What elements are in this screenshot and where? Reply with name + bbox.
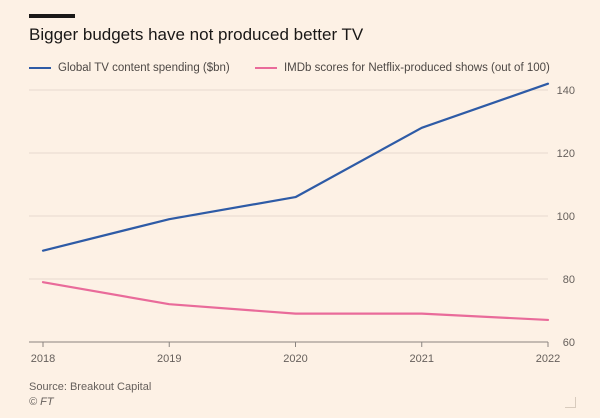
y-tick-label-120: 120	[557, 148, 575, 160]
x-tick-label-2022: 2022	[536, 353, 560, 365]
x-tick-label-2019: 2019	[157, 353, 181, 365]
y-tick-label-140: 140	[557, 85, 575, 97]
x-tick-label-2021: 2021	[410, 353, 434, 365]
series-line-imdb	[41, 281, 550, 322]
corner-mark	[565, 397, 576, 408]
title-rule	[29, 14, 75, 18]
legend-swatch-imdb	[254, 67, 277, 69]
series-lines	[41, 82, 550, 322]
legend-item-spending: Global TV content spending ($bn)	[29, 62, 230, 74]
y-tick-label-100: 100	[557, 211, 575, 223]
ft-credit: © FT	[29, 396, 54, 408]
legend-label-spending: Global TV content spending ($bn)	[58, 62, 230, 74]
y-tick-label-60: 60	[563, 337, 575, 349]
legend-item-imdb: IMDb scores for Netflix-produced shows (…	[254, 62, 550, 74]
legend: Global TV content spending ($bn) IMDb sc…	[29, 60, 572, 74]
x-axis: 2018 2019 2020 2021 2022	[31, 342, 560, 365]
legend-label-imdb: IMDb scores for Netflix-produced shows (…	[283, 62, 550, 74]
legend-swatch-spending	[29, 67, 51, 69]
y-tick-label-80: 80	[563, 274, 575, 286]
y-axis: 60 80 100 120 140	[557, 85, 575, 349]
gridlines	[29, 89, 548, 343]
source-note: Source: Breakout Capital	[29, 381, 152, 393]
series-line-spending	[41, 82, 550, 252]
x-tick-label-2018: 2018	[31, 353, 55, 365]
x-tick-label-2020: 2020	[283, 353, 307, 365]
chart-title: Bigger budgets have not produced better …	[29, 25, 364, 44]
